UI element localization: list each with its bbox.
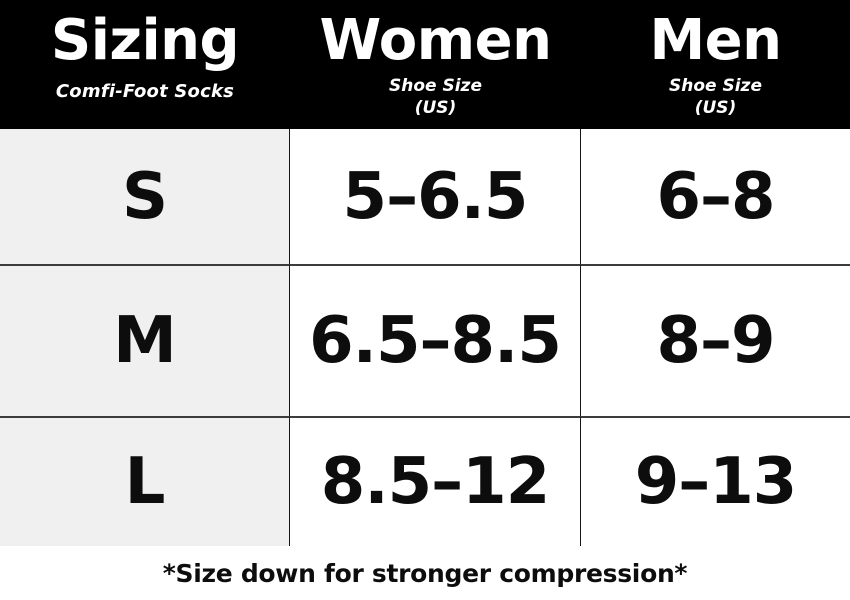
cell-women-m: 6.5–8.5 [290,264,581,416]
sizing-title: Sizing [50,8,240,73]
sizing-subtitle: Comfi-Foot Socks [55,80,235,102]
compression-note: *Size down for stronger compression* [162,558,688,588]
cell-women-l: 8.5–12 [290,416,581,546]
men-subtitle-line1: Shoe Size [669,75,762,96]
cell-women-s: 5–6.5 [290,129,581,264]
sizing-table: Sizing Comfi-Foot Socks Women Shoe Size … [0,0,850,546]
header-cell-men: Men Shoe Size (US) [581,0,850,129]
cell-men-m: 8–9 [581,264,850,416]
cell-size-s: S [0,129,290,264]
men-subtitle-line2: (US) [694,97,737,118]
women-subtitle-line1: Shoe Size [389,75,482,96]
cell-size-m: M [0,264,290,416]
header-cell-women: Women Shoe Size (US) [290,0,581,129]
cell-size-l: L [0,416,290,546]
men-subtitle: Shoe Size (US) [669,75,762,119]
cell-men-s: 6–8 [581,129,850,264]
women-title: Women [319,8,552,73]
women-subtitle: Shoe Size (US) [389,75,482,119]
cell-men-l: 9–13 [581,416,850,546]
men-title: Men [649,8,782,73]
women-subtitle-line2: (US) [414,97,457,118]
header-cell-sizing: Sizing Comfi-Foot Socks [0,0,290,129]
